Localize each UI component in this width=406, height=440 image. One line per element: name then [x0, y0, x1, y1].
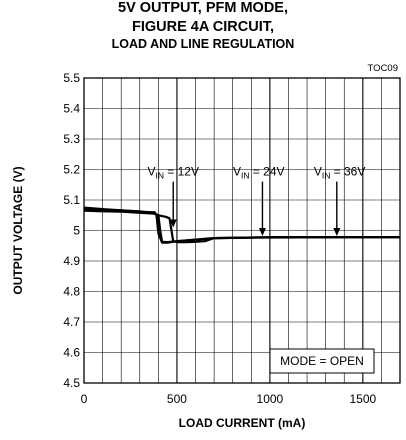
- plot-frame: [83, 77, 401, 384]
- x-tick-label: 0: [81, 392, 88, 406]
- series-annotation: VIN = 36V: [314, 165, 366, 181]
- y-tick-label: 5.3: [63, 132, 80, 146]
- chart-title: 5V OUTPUT, PFM MODE, FIGURE 4A CIRCUIT, …: [0, 0, 406, 52]
- y-tick-label: 4.9: [63, 254, 80, 268]
- annotation-arrow-head: [169, 219, 177, 228]
- series-annotation: VIN = 12V: [147, 165, 199, 181]
- chart-title-line-1: 5V OUTPUT, PFM MODE,: [118, 0, 288, 16]
- mode-note-box: [269, 348, 375, 374]
- y-tick-label: 5.4: [63, 102, 80, 116]
- annotation-arrow-head: [333, 227, 341, 236]
- series-annotation: VIN = 24V: [233, 165, 285, 181]
- x-tick-label: 1500: [349, 392, 376, 406]
- mode-note-text: MODE = OPEN: [280, 354, 364, 368]
- y-tick-label: 5.2: [63, 163, 80, 177]
- chart-title-line-2: FIGURE 4A CIRCUIT,: [131, 18, 275, 35]
- y-tick-label: 4.6: [63, 346, 80, 360]
- chart-title-line-3: LOAD AND LINE REGULATION: [111, 37, 295, 52]
- y-tick-label: 5.5: [63, 71, 80, 85]
- chart-annotations: VIN = 12V VIN = 24V VIN = 36V: [147, 165, 365, 236]
- annotation-arrow-head: [258, 227, 266, 236]
- x-tick-label: 1000: [257, 392, 284, 406]
- chart-series: [83, 206, 400, 244]
- y-tick-label: 5.1: [63, 193, 80, 207]
- figure-id-label: TOC09: [367, 63, 398, 74]
- y-tick-label: 4.5: [63, 376, 80, 390]
- x-tick-label: 500: [167, 392, 187, 406]
- mode-note: MODE = OPEN: [269, 348, 375, 374]
- tick-labels: 4.5 4.6 4.7 4.8 4.9 5 5.1 5.2 5.3 5.4 5.5 0 500 1000 1…: [63, 71, 376, 406]
- x-axis-label: LOAD CURRENT (mA): [179, 416, 306, 430]
- chart-grid: [84, 78, 400, 383]
- y-axis-label: OUTPUT VOLTAGE (V): [11, 166, 25, 294]
- y-tick-label: 4.7: [63, 315, 80, 329]
- series-line: [83, 206, 400, 244]
- y-tick-label: 4.8: [63, 285, 80, 299]
- y-tick-label: 5: [73, 224, 80, 238]
